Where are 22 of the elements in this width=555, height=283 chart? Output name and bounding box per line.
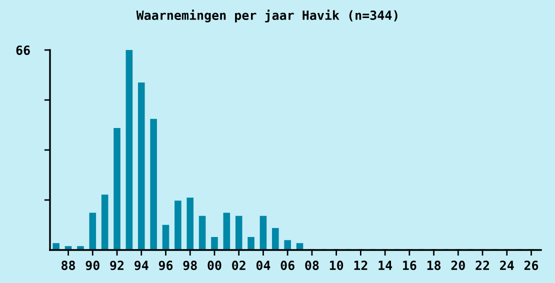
x-tick-label: 06 — [280, 260, 294, 270]
x-tick-label: 02 — [232, 260, 246, 270]
x-tick-label: 94 — [134, 260, 148, 270]
x-tick-label: 14 — [378, 260, 392, 270]
x-tick-label: 22 — [476, 260, 490, 270]
chart-title: Waarnemingen per jaar Havik (n=344) — [136, 10, 398, 22]
x-tick-label: 92 — [110, 260, 124, 270]
x-tick-label: 26 — [524, 260, 538, 270]
x-tick-label: 16 — [403, 260, 416, 270]
x-tick-label: 96 — [158, 260, 173, 270]
x-tick-label: 20 — [451, 260, 465, 270]
x-tick-label: 12 — [354, 260, 368, 270]
x-tick-label: 00 — [208, 260, 222, 270]
x-tick-label: 04 — [256, 260, 270, 270]
x-tick-label: 24 — [500, 260, 514, 270]
y-tick-label: 66 — [16, 45, 30, 55]
x-tick-label: 90 — [86, 260, 100, 270]
x-tick-label: 18 — [427, 260, 441, 270]
x-tick-label: 10 — [330, 260, 344, 270]
x-tick-label: 08 — [305, 260, 319, 270]
x-tick-label: 88 — [62, 260, 76, 270]
x-tick-label: 98 — [183, 260, 197, 270]
